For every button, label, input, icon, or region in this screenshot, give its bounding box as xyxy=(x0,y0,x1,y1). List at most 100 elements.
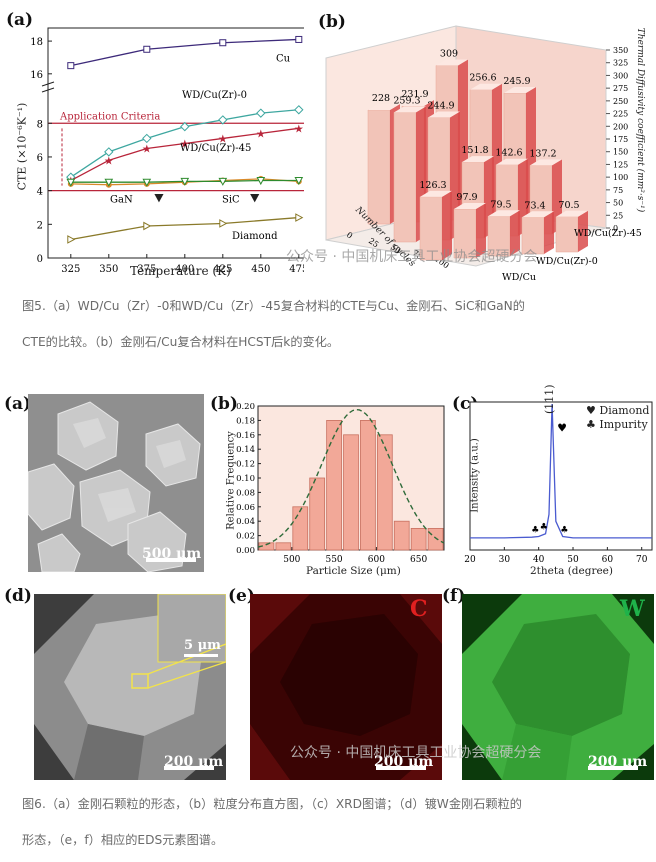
impurity-marker: ♣ xyxy=(560,525,568,535)
figure5: (a) Application Criteria 325 350 375 400 425 4… xyxy=(0,0,656,290)
histogram-bar xyxy=(326,419,342,551)
histogram-bar xyxy=(360,419,376,551)
z-tick-label: 175 xyxy=(613,135,628,144)
series-label-wd0: WD/Cu(Zr)-0 xyxy=(182,90,247,101)
bar-top xyxy=(394,106,426,113)
zoom-box xyxy=(131,673,149,689)
fig5a-label: (a) xyxy=(6,10,34,30)
fig5-caption-line2: CTE的比较。（b）金刚石/Cu复合材料在HCST后k的变化。 xyxy=(22,335,340,349)
scalebar xyxy=(376,766,426,770)
bar-front xyxy=(393,112,417,243)
z-tick-label: 350 xyxy=(613,46,628,55)
fig5b-label: (b) xyxy=(318,12,346,32)
x-tick-label: 500 xyxy=(283,555,300,565)
diamond-particle xyxy=(28,401,201,572)
x-tick-label: 0 xyxy=(345,230,354,240)
inset-scalebar xyxy=(184,654,218,657)
bar-value-label: 245.9 xyxy=(503,76,530,87)
row-label: WD/Cu(Zr)-0 xyxy=(536,256,598,267)
fig6e-element-label: C xyxy=(410,596,428,622)
plot-area xyxy=(469,401,653,551)
y-tick-label: 0.20 xyxy=(236,402,255,412)
bar-value-label: 309 xyxy=(440,49,458,60)
fig5a-ylabel: CTE (×10⁻⁶K⁻¹) xyxy=(15,102,29,191)
histogram-bar xyxy=(275,542,292,551)
fig6c-legend-diamond: ♥ Diamond xyxy=(586,404,649,417)
fig6f-scale-label: 200 μm xyxy=(588,754,648,770)
fig6c-ylabel: Intensity (a.u.) xyxy=(469,438,481,513)
z-tick-label: 0 xyxy=(613,224,618,233)
x-tick-label: 550 xyxy=(325,555,342,565)
bar-top xyxy=(420,190,452,197)
data-point xyxy=(66,178,76,187)
data-point xyxy=(67,235,76,244)
scalebar xyxy=(146,558,196,562)
bar-front xyxy=(367,109,391,225)
bar-side xyxy=(442,190,452,260)
fig5-watermark: 公众号 · 中国机床工具工业协会超硬分会 xyxy=(286,249,538,265)
data-point: ★ xyxy=(218,132,228,145)
bar-value-label: 137.2 xyxy=(529,148,556,159)
series-label-diamond: Diamond xyxy=(232,231,278,242)
fig6-caption-line2: 形态，（e，f）相应的EDS元素图谱。 xyxy=(22,833,224,847)
y-tick-label: 0.02 xyxy=(236,532,255,542)
bar-top xyxy=(454,203,486,210)
y-tick-label: 0.08 xyxy=(236,488,255,498)
y-tick-label: 0 xyxy=(37,254,43,265)
bar-value-label: 259.3 xyxy=(393,95,420,106)
y-tick-label: 2 xyxy=(37,220,43,231)
fig6d-label: (d) xyxy=(4,586,32,606)
legend-impurity-text: Impurity xyxy=(599,418,648,431)
series-line-cu xyxy=(70,38,299,67)
z-tick-label: 75 xyxy=(613,186,623,195)
z-tick-label: 275 xyxy=(613,84,628,93)
heart-icon: ♥ xyxy=(586,404,596,417)
fig5a-xlabel: Temperature (K) xyxy=(130,264,231,278)
bar-value-label: 79.5 xyxy=(490,199,511,210)
y-tick-label: 0.18 xyxy=(236,416,255,426)
fig6d-inset-scale-label: 5 μm xyxy=(184,638,221,653)
bar-value-label: 256.6 xyxy=(469,73,496,84)
bar-side xyxy=(510,210,520,256)
x-tick-label: 650 xyxy=(410,555,427,565)
x-tick-label: 20 xyxy=(464,555,476,565)
gaussian-fit-line xyxy=(257,408,445,548)
z-tick-label: 50 xyxy=(613,199,623,208)
x-tick-label: 425 xyxy=(213,264,232,275)
data-point xyxy=(218,115,228,125)
impurity-marker: ♣ xyxy=(540,523,548,533)
fig6d-sem-image xyxy=(34,594,226,780)
data-point xyxy=(294,177,304,186)
y-tick-label: 8 xyxy=(37,119,43,130)
x-tick-label: 70 xyxy=(636,555,648,565)
histogram-bar xyxy=(376,434,393,551)
fig6c-chart: 20 30 40 50 60 70♥♣ ♣ ♣ xyxy=(464,401,653,565)
bar-side xyxy=(578,210,588,252)
pointer-arrow xyxy=(154,194,164,203)
bar-top xyxy=(462,156,494,163)
x-tick-label: 325 xyxy=(61,264,80,275)
series-line-wd45 xyxy=(70,127,299,182)
bar-value-label: 231.9 xyxy=(401,89,428,100)
series-label-cu: Cu xyxy=(276,53,291,64)
fig5a-chart: Application Criteria 325 350 375 400 425 450 47… xyxy=(30,27,304,275)
data-point xyxy=(143,221,152,231)
data-point xyxy=(294,105,304,115)
bar-value-label: 70.5 xyxy=(558,200,579,211)
x-tick-label: 60 xyxy=(602,555,614,565)
bar-value-label: 142.6 xyxy=(495,148,522,159)
fig6b-ylabel: Relative Frequency xyxy=(225,431,237,530)
data-point xyxy=(142,178,152,187)
bar-top xyxy=(530,159,562,166)
data-point: ★ xyxy=(104,154,114,167)
data-point xyxy=(143,45,151,53)
data-point xyxy=(218,177,228,186)
y-tick-label: 0.00 xyxy=(236,546,255,556)
fig6e-label: (e) xyxy=(228,586,255,606)
diamond-peak-marker: ♥ xyxy=(557,422,567,435)
series-label-wd45: WD/Cu(Zr)-45 xyxy=(180,143,251,154)
z-tick-label: 150 xyxy=(613,148,628,157)
data-point xyxy=(142,133,152,144)
fig6f-element-label: W xyxy=(620,596,645,622)
data-point: ★ xyxy=(180,137,190,150)
